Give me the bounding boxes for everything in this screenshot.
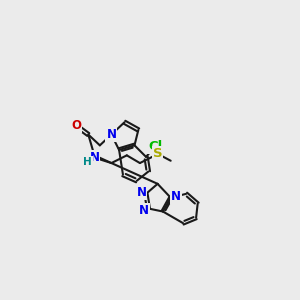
Text: Cl: Cl <box>148 140 162 153</box>
Text: S: S <box>153 147 162 160</box>
Text: H: H <box>83 157 92 166</box>
Text: N: N <box>136 186 146 199</box>
Text: N: N <box>171 190 181 203</box>
Text: N: N <box>139 203 149 217</box>
Text: N: N <box>106 128 116 141</box>
Text: N: N <box>89 151 100 164</box>
Text: O: O <box>71 119 81 132</box>
